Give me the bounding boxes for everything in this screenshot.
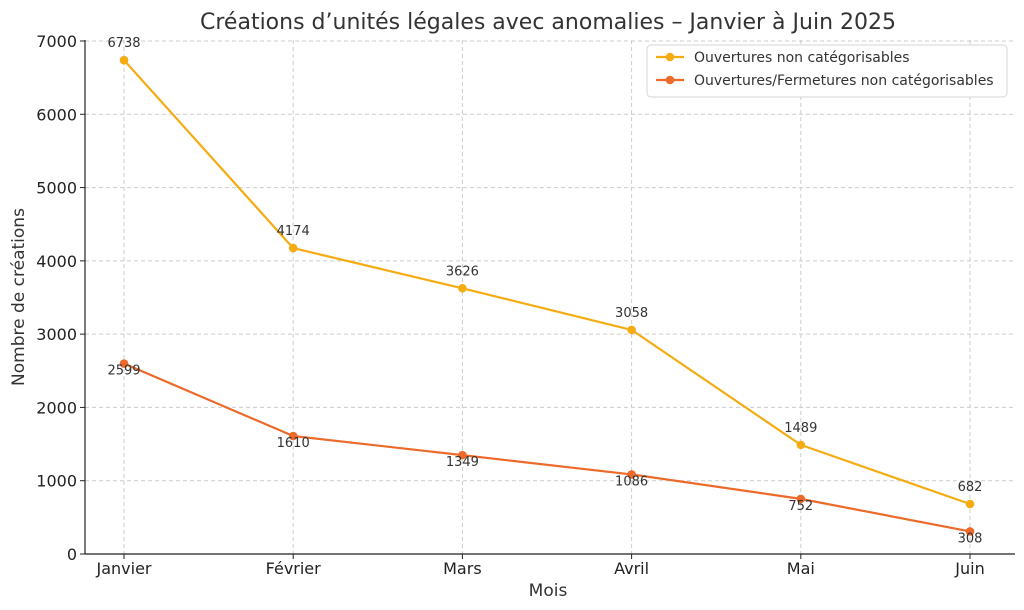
y-tick-label: 7000 <box>36 32 77 51</box>
data-label: 752 <box>788 499 813 514</box>
legend-label: Ouvertures/Fermetures non catégorisables <box>694 73 994 89</box>
legend-marker <box>665 52 675 62</box>
data-point <box>458 283 467 293</box>
series <box>119 55 975 536</box>
data-point <box>119 55 129 65</box>
x-tick-label: Janvier <box>96 559 152 578</box>
data-point <box>965 499 975 509</box>
legend-marker <box>665 75 675 85</box>
y-tick-label: 2000 <box>36 398 77 417</box>
x-tick-label: Juin <box>954 559 984 578</box>
data-label: 682 <box>958 480 983 495</box>
data-point <box>627 470 636 479</box>
data-label: 3626 <box>446 264 479 279</box>
data-point <box>796 494 806 504</box>
legend-box <box>646 44 1008 98</box>
data-point <box>627 325 636 335</box>
x-tick-label: Février <box>266 559 322 578</box>
grid <box>85 40 1015 555</box>
data-label: 308 <box>958 531 983 546</box>
chart-title: Créations d’unités légales avec anomalie… <box>200 10 896 35</box>
data-point <box>796 440 806 450</box>
data-point <box>119 359 129 368</box>
x-tick-label: Mars <box>443 559 482 578</box>
y-tick-label: 4000 <box>36 252 77 271</box>
y-tick-label: 0 <box>67 545 77 564</box>
data-point <box>288 243 298 253</box>
y-tick-label: 1000 <box>36 472 77 491</box>
y-tick-label: 5000 <box>36 179 77 198</box>
y-tick-label: 3000 <box>36 325 77 344</box>
x-tick-label: Mai <box>787 559 815 578</box>
data-point <box>288 431 298 441</box>
data-label: 1610 <box>277 436 310 451</box>
y-tick-labels: 0 1000 2000 3000 4000 5000 6000 7000 <box>36 32 85 564</box>
y-tick-label: 6000 <box>36 105 77 124</box>
data-point <box>965 527 975 536</box>
y-axis-label: Nombre de créations <box>9 208 29 386</box>
data-label: 6738 <box>107 36 140 51</box>
data-point <box>458 450 467 460</box>
series-line <box>123 59 971 506</box>
data-labels: 6738 4174 3626 3058 1489 682 2599 1610 1349 1086 7… <box>107 36 982 546</box>
axes <box>84 40 1015 555</box>
x-axis-label: Mois <box>529 581 568 601</box>
legend-label: Ouvertures non catégorisables <box>694 50 910 66</box>
data-label: 2599 <box>107 364 140 379</box>
data-label: 1489 <box>784 421 817 436</box>
data-label: 1086 <box>615 474 648 489</box>
series-line <box>123 362 971 533</box>
data-label: 4174 <box>277 224 310 239</box>
data-label: 1349 <box>446 455 479 470</box>
x-tick-label: Avril <box>614 559 649 578</box>
x-tick-labels: Janvier Février Mars Avril Mai Juin <box>96 554 985 578</box>
data-label: 3058 <box>615 306 648 321</box>
legend: Ouvertures non catégorisables Ouvertures/… <box>646 44 1008 98</box>
